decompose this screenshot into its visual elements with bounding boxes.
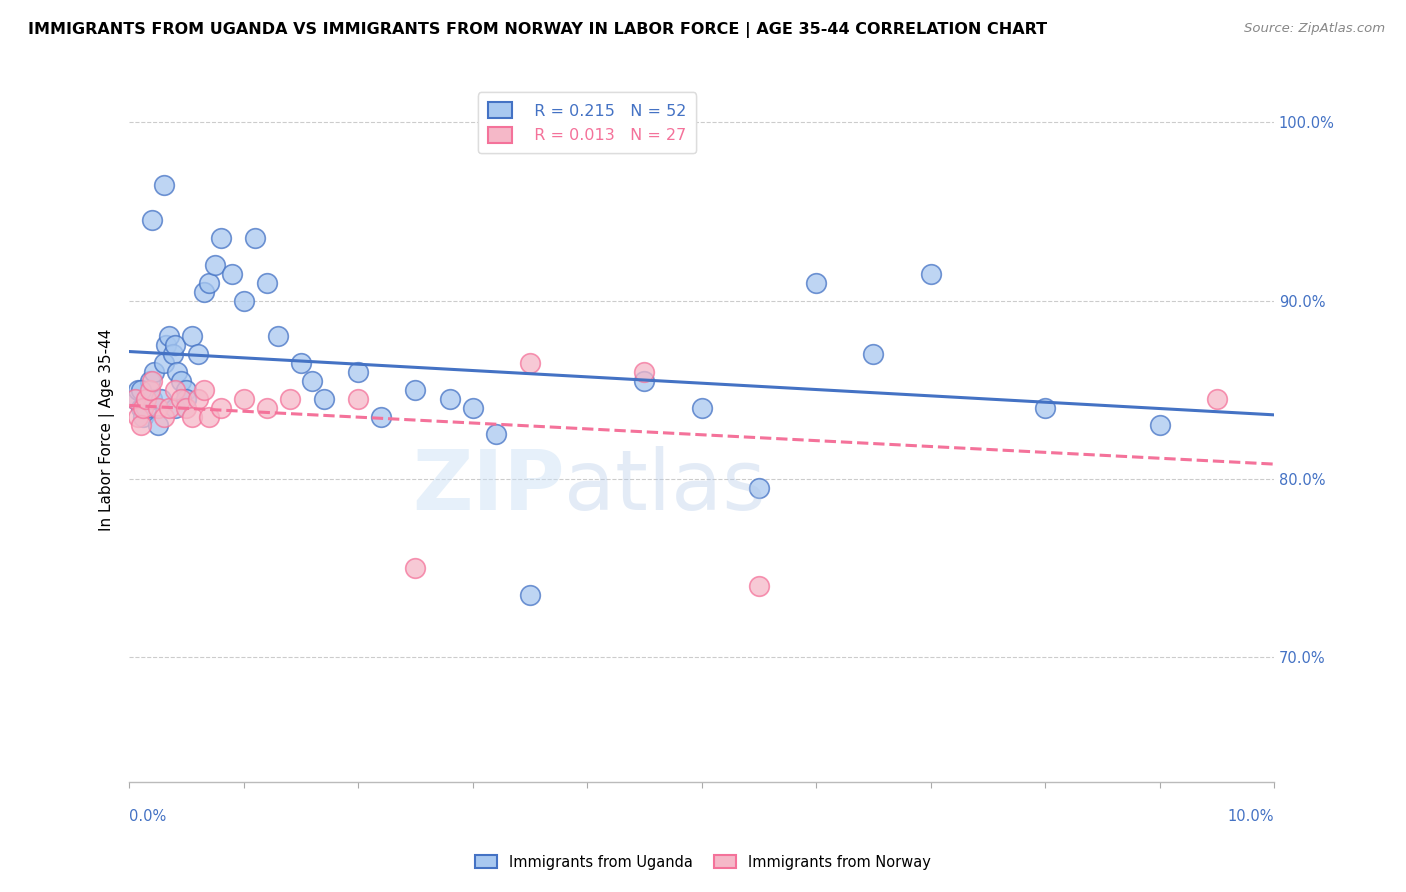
Point (484, 427, 506, 442)
Point (748, 579, 770, 593)
Point (129, 418, 152, 433)
Point (232, 392, 254, 406)
Point (152, 409, 174, 424)
Text: 10.0%: 10.0% (1227, 809, 1274, 824)
Point (519, 356, 541, 370)
Point (862, 347, 884, 361)
Point (176, 401, 198, 415)
Point (141, 392, 163, 406)
Point (181, 409, 204, 424)
Point (243, 231, 266, 245)
Point (139, 374, 162, 388)
Point (748, 481, 770, 495)
Point (135, 401, 157, 415)
Legend:   R = 0.215   N = 52,   R = 0.013   N = 27: R = 0.215 N = 52, R = 0.013 N = 27 (478, 93, 696, 153)
Text: IMMIGRANTS FROM UGANDA VS IMMIGRANTS FROM NORWAY IN LABOR FORCE | AGE 35-44 CORR: IMMIGRANTS FROM UGANDA VS IMMIGRANTS FRO… (28, 22, 1047, 38)
Point (132, 401, 155, 415)
Point (290, 356, 312, 370)
Point (124, 392, 146, 406)
Point (347, 392, 370, 406)
Point (519, 588, 541, 602)
Point (146, 418, 169, 433)
Point (633, 365, 655, 379)
Point (804, 276, 827, 290)
Point (370, 409, 392, 424)
Text: atlas: atlas (564, 446, 766, 527)
Point (152, 356, 174, 370)
Point (176, 383, 198, 397)
Point (155, 338, 177, 352)
Point (166, 365, 188, 379)
Point (157, 401, 180, 415)
Point (198, 276, 221, 290)
Point (439, 392, 461, 406)
Point (139, 383, 162, 397)
Point (1205, 392, 1227, 406)
Point (347, 365, 370, 379)
Point (152, 178, 174, 192)
Point (135, 392, 157, 406)
Point (256, 401, 278, 415)
Point (141, 374, 163, 388)
Point (633, 374, 655, 388)
Text: ZIP: ZIP (412, 446, 564, 527)
Point (162, 347, 184, 361)
Point (209, 401, 232, 415)
Point (157, 329, 180, 343)
Point (193, 383, 215, 397)
Point (1149, 418, 1171, 433)
Point (461, 401, 484, 415)
Point (198, 409, 221, 424)
Point (129, 383, 152, 397)
Point (312, 392, 335, 406)
Point (127, 383, 149, 397)
Point (690, 401, 713, 415)
Point (163, 338, 186, 352)
Text: Source: ZipAtlas.com: Source: ZipAtlas.com (1244, 22, 1385, 36)
Point (141, 213, 163, 227)
Legend: Immigrants from Uganda, Immigrants from Norway: Immigrants from Uganda, Immigrants from … (470, 849, 936, 876)
Point (404, 383, 426, 397)
Point (150, 392, 173, 406)
Point (301, 374, 323, 388)
Point (187, 347, 209, 361)
Point (221, 267, 243, 281)
Point (209, 231, 232, 245)
Point (127, 409, 149, 424)
Point (267, 329, 290, 343)
Point (132, 409, 155, 424)
Point (129, 401, 152, 415)
Point (187, 392, 209, 406)
Point (170, 392, 193, 406)
Point (232, 293, 254, 308)
Point (204, 258, 226, 272)
Point (143, 365, 166, 379)
Point (404, 561, 426, 575)
Point (170, 374, 193, 388)
Point (163, 401, 186, 415)
Point (176, 392, 198, 406)
Point (146, 401, 169, 415)
Point (193, 285, 215, 299)
Point (920, 267, 942, 281)
Point (181, 329, 204, 343)
Text: 0.0%: 0.0% (129, 809, 166, 824)
Point (278, 392, 301, 406)
Point (124, 392, 146, 406)
Y-axis label: In Labor Force | Age 35-44: In Labor Force | Age 35-44 (100, 329, 115, 531)
Point (163, 383, 186, 397)
Point (256, 276, 278, 290)
Point (1033, 401, 1056, 415)
